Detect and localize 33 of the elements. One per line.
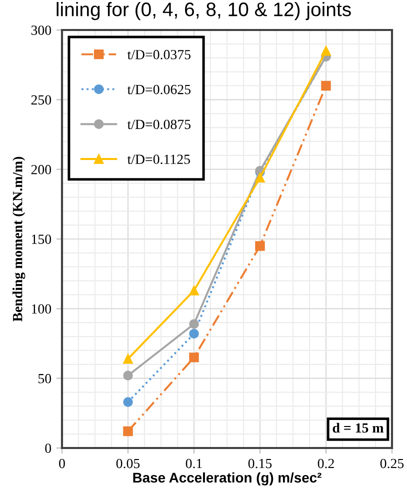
x-axis-title: Base Acceleration (g) m/sec² — [133, 472, 322, 486]
chart-title: lining for (0, 4, 6, 8, 10 & 12) joints — [56, 2, 351, 20]
point — [255, 172, 265, 183]
y-tick-label: 150 — [32, 234, 52, 244]
point — [189, 328, 199, 339]
y-tick-label: 250 — [31, 95, 52, 105]
y-axis-title: Bending moment (KN.m/m) — [12, 156, 26, 322]
y-tick-label: 300 — [31, 26, 52, 35]
x-tick-label: 0.15 — [248, 458, 272, 468]
y-tick-label: 100 — [32, 304, 52, 314]
point — [123, 397, 133, 407]
x-tick-label: 0.05 — [116, 458, 140, 468]
annotation: d = 15 m — [332, 422, 384, 433]
point — [255, 241, 265, 251]
x-tick-label: 0.25 — [380, 458, 404, 468]
legend-label: t/D=0.0875 — [127, 120, 191, 130]
point — [123, 426, 133, 436]
legend-label: t/D=0.0625 — [127, 84, 191, 94]
y-tick-label: 0 — [45, 444, 52, 453]
point — [189, 352, 199, 362]
legend-label: t/D=0.1125 — [127, 154, 190, 164]
point — [189, 286, 199, 296]
y-tick-label: 50 — [38, 374, 52, 384]
point — [123, 354, 133, 364]
x-tick-label: 0 — [59, 458, 65, 468]
legend-label: t/D=0.0375 — [127, 50, 191, 60]
x-tick-label: 0.1 — [186, 458, 202, 468]
point — [123, 370, 133, 380]
point — [321, 46, 331, 56]
point — [321, 80, 331, 91]
x-tick-label: 0.2 — [318, 458, 334, 468]
point — [189, 319, 199, 329]
y-tick-label: 200 — [31, 164, 52, 174]
